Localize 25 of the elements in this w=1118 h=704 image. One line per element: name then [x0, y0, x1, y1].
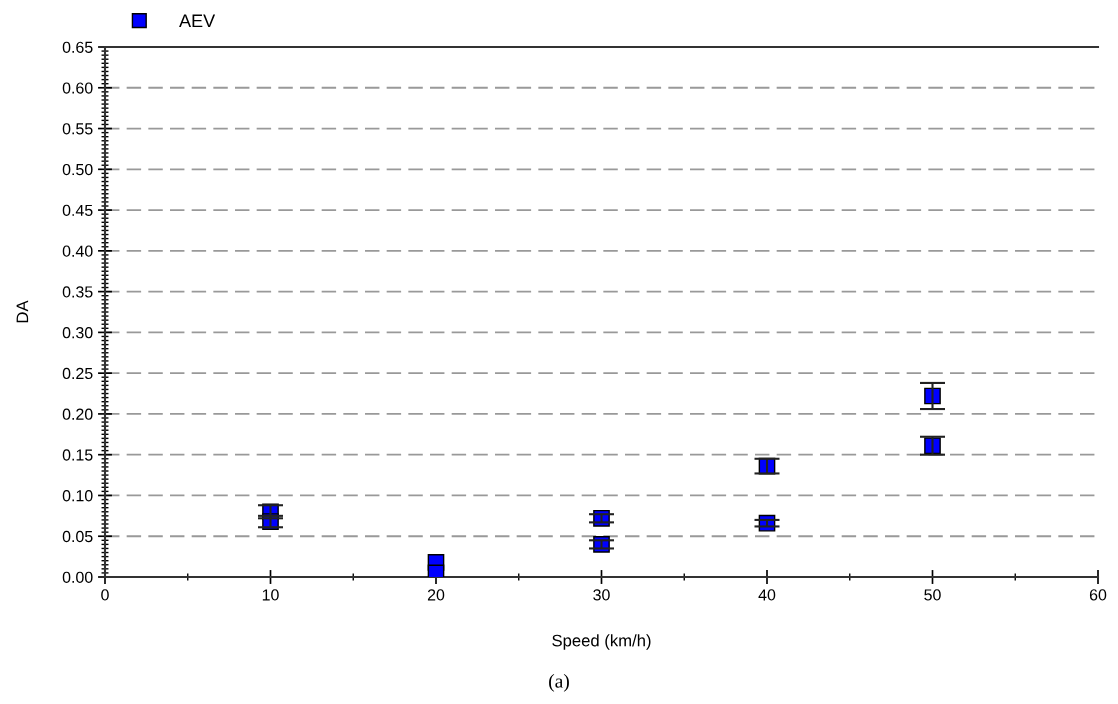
x-tick-label: 10 [262, 589, 279, 601]
x-tick-label: 20 [427, 589, 445, 601]
y-tick-label: 0.10 [62, 490, 93, 502]
y-tick-label: 0.00 [62, 571, 93, 583]
y-tick-label: 0.45 [62, 204, 93, 217]
y-tick-label: 0.20 [62, 408, 93, 420]
y-tick-label: 0.30 [62, 327, 93, 339]
x-tick-label: 50 [924, 589, 941, 601]
y-tick-label: 0.50 [62, 163, 93, 176]
legend-label: AEV [179, 14, 216, 27]
y-tick-label: 0.55 [62, 123, 93, 135]
x-tick-label: 0 [101, 589, 109, 601]
x-tick-label: 30 [593, 589, 610, 601]
text: (a) [549, 674, 569, 692]
y-axis-title: DA [16, 300, 29, 323]
x-tick-label: 40 [758, 589, 776, 601]
y-tick-label: 0.25 [62, 367, 93, 380]
y-tick-label: 0.60 [62, 82, 93, 94]
y-tick-label: 0.65 [62, 41, 93, 53]
x-axis-title: Speed (km/h) [552, 634, 651, 650]
y-tick-label: 0.40 [62, 245, 93, 257]
y-tick-label: 0.35 [62, 286, 93, 298]
y-tick-label: 0.15 [62, 449, 93, 461]
y-tick-label: 0.05 [62, 530, 93, 543]
x-tick-label: 60 [1089, 589, 1107, 601]
